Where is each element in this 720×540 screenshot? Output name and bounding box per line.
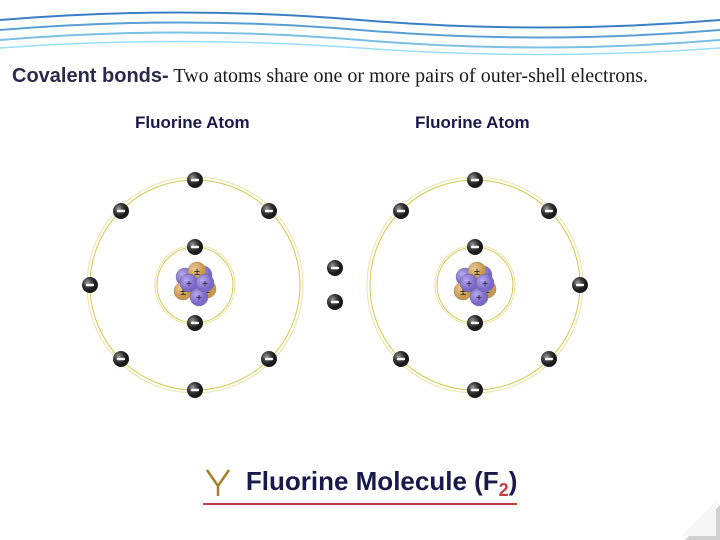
decorative-wave — [0, 0, 720, 60]
molecule-text-prefix: Fluorine Molecule (F — [246, 466, 499, 496]
fluorine-molecule-diagram: ++±±±±+++++±±±±+++ — [20, 140, 700, 430]
svg-text:+: + — [482, 278, 488, 290]
molecule-text-suffix: ) — [509, 466, 518, 496]
svg-text:+: + — [466, 278, 472, 290]
term-bold: Covalent bonds- — [12, 65, 169, 87]
atom-label-left: Fluorine Atom — [135, 113, 250, 133]
heading-text: Covalent bonds- Two atoms share one or m… — [12, 62, 708, 90]
bracket-icon — [203, 468, 233, 498]
svg-text:+: + — [196, 292, 202, 304]
definition-text: Two atoms share one or more pairs of out… — [169, 65, 648, 87]
atom-label-right: Fluorine Atom — [415, 113, 530, 133]
svg-text:+: + — [476, 292, 482, 304]
page-corner-fold — [685, 505, 720, 540]
molecule-label: Fluorine Molecule (F2) — [0, 466, 720, 505]
svg-text:+: + — [186, 278, 192, 290]
svg-text:+: + — [202, 278, 208, 290]
molecule-subscript: 2 — [499, 480, 509, 500]
